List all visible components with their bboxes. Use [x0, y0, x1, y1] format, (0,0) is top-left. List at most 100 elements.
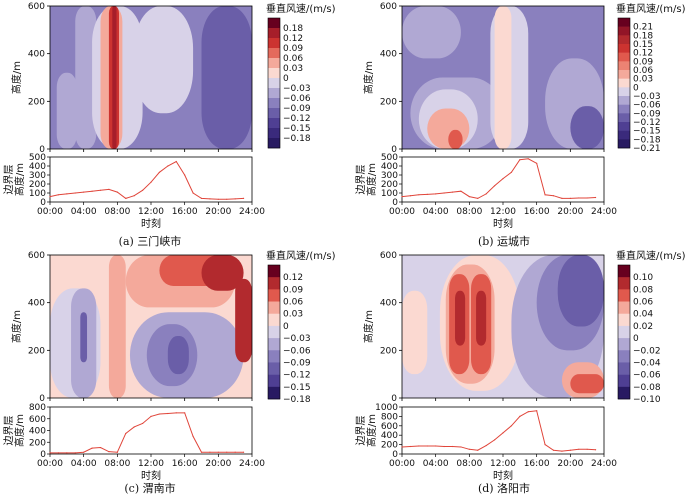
pbl-point	[536, 162, 538, 164]
colorbar-swatch	[268, 78, 280, 89]
pbl-point	[519, 415, 521, 417]
pbl-x-tick-label: 20:00	[205, 207, 231, 217]
pbl-point	[116, 191, 118, 193]
pbl-point	[108, 451, 110, 453]
contour-region	[235, 278, 252, 363]
pbl-x-tick-label: 24:00	[591, 207, 617, 217]
pbl-y-tick-label: 300	[29, 171, 46, 181]
contour-region	[476, 290, 487, 346]
y-tick-label: 0	[39, 394, 45, 404]
colorbar-swatch	[618, 96, 630, 105]
colorbar-tick-label: −0.21	[633, 144, 661, 154]
pbl-point	[57, 452, 60, 454]
pbl-ylabel-line2: 高度/m	[365, 163, 378, 196]
pbl-point	[150, 415, 152, 417]
pbl-point	[569, 197, 571, 199]
contour-region	[134, 6, 194, 114]
pbl-point	[175, 412, 177, 414]
pbl-point	[200, 197, 203, 199]
colorbar-label: 垂直风速/(m/s)	[616, 2, 686, 15]
pbl-point	[409, 195, 412, 197]
pbl-xlabel: 时刻	[493, 217, 513, 230]
colorbar-tick-label: 0.06	[283, 54, 303, 64]
colorbar-swatch	[268, 265, 280, 278]
pbl-point	[150, 181, 152, 183]
y-tick-label: 600	[380, 2, 397, 12]
pbl-point	[209, 198, 211, 200]
pbl-y-tick-label: 0	[392, 198, 398, 208]
contour-region	[108, 255, 126, 398]
colorbar-tick-label: 0.09	[283, 44, 303, 54]
pbl-point	[192, 435, 194, 437]
panel-caption: (c) 渭南市	[124, 481, 175, 495]
pbl-point	[116, 451, 118, 453]
colorbar-tick-label: −0.04	[633, 358, 661, 368]
colorbar-swatch	[618, 301, 630, 315]
colorbar-tick-label: −0.18	[283, 395, 311, 405]
colorbar-swatch	[268, 68, 280, 79]
pbl-x-tick-label: 12:00	[490, 459, 516, 469]
y-tick-label: 600	[28, 2, 45, 12]
colorbar-tick-label: 0.09	[633, 57, 653, 67]
contour-region	[56, 72, 77, 149]
colorbar-tick-label: −0.06	[283, 346, 311, 356]
pbl-x-tick-label: 00:00	[389, 207, 415, 217]
pbl-point	[66, 452, 68, 454]
colorbar-tick-label: 0.06	[633, 66, 653, 76]
pbl-ylabel: 边界层高度/m	[3, 163, 26, 196]
pbl-y-tick-label: 400	[29, 162, 46, 172]
colorbar-tick-label: 0.08	[633, 285, 653, 295]
contour-region	[402, 6, 461, 59]
colorbar-tick-label: −0.03	[633, 92, 661, 102]
y-tick-label: 400	[28, 299, 45, 309]
contour-field	[50, 6, 252, 149]
y-tick-label: 600	[380, 251, 397, 261]
pbl-point	[133, 426, 135, 428]
pbl-point	[586, 197, 588, 199]
pbl-point	[401, 196, 403, 198]
pbl-y-tick-label: 400	[381, 162, 398, 172]
pbl-point	[586, 448, 588, 450]
pbl-ylabel-line1: 边界层	[355, 416, 367, 446]
colorbar-swatch	[268, 386, 280, 400]
pbl-point	[460, 190, 462, 192]
pbl-point	[510, 425, 513, 427]
pbl-x-tick-label: 08:00	[104, 459, 130, 469]
colorbar-swatch	[618, 350, 630, 363]
colorbar-swatch	[618, 44, 630, 53]
pbl-xlabel: 时刻	[141, 469, 161, 482]
pbl-point	[108, 188, 110, 190]
pbl-y-tick-label: 100	[29, 189, 46, 199]
pbl-x-tick-label: 16:00	[172, 459, 198, 469]
colorbar-tick-label: −0.15	[283, 383, 311, 393]
colorbar-tick-label: 0.03	[633, 75, 653, 85]
pbl-x-tick-label: 00:00	[37, 207, 63, 217]
pbl-x-tick-label: 08:00	[456, 459, 482, 469]
contour-region	[167, 336, 189, 375]
colorbar-tick-label: −0.12	[283, 114, 311, 124]
colorbar-tick-label: −0.08	[633, 383, 661, 393]
pbl-point	[141, 422, 144, 425]
pbl-point	[217, 451, 219, 453]
colorbar-swatch	[268, 118, 280, 129]
pbl-y-tick-label: 200	[381, 180, 398, 190]
colorbar-swatch	[618, 104, 630, 114]
pbl-point	[485, 444, 487, 447]
colorbar-swatch	[618, 325, 630, 339]
colorbar-swatch	[268, 88, 280, 99]
colorbar-swatch	[268, 28, 280, 39]
colorbar-tick-label: 0.18	[633, 31, 653, 41]
colorbar-tick-label: 0.06	[633, 298, 653, 308]
contour-field	[402, 6, 604, 149]
pbl-point	[192, 192, 194, 194]
pbl-x-tick-label: 12:00	[490, 207, 516, 217]
contour-ylabel: 高度/m	[362, 61, 375, 94]
pbl-point	[167, 165, 169, 167]
pbl-point	[418, 194, 420, 196]
colorbar-swatch	[618, 374, 630, 388]
contour-region	[112, 6, 117, 149]
pbl-point	[578, 197, 580, 199]
pbl-point	[242, 451, 245, 453]
contour-region	[494, 6, 512, 149]
colorbar-tick-label: 0.02	[633, 322, 653, 332]
